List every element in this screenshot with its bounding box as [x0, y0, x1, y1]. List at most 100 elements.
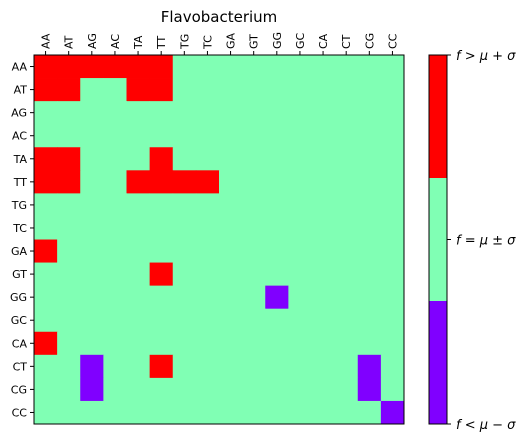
heatmap-cell-GA-GG — [265, 239, 289, 263]
heatmap-cell-AC-AC — [103, 124, 127, 148]
x-tick-label: TC — [201, 35, 214, 50]
x-tick-label: CG — [363, 33, 376, 49]
heatmap-cell-TG-CC — [380, 193, 405, 217]
heatmap-cell-GG-GC — [288, 285, 312, 310]
heatmap-cell-CT-GT — [242, 354, 266, 379]
heatmap-cell-GG-TG — [172, 285, 197, 310]
heatmap-cell-CT-CA — [311, 354, 336, 379]
heatmap-cell-AG-TA — [126, 101, 151, 125]
heatmap-cell-TT-CG — [357, 170, 382, 194]
heatmap-cell-AG-TT — [149, 101, 174, 125]
heatmap-cell-GC-AG — [80, 308, 104, 333]
heatmap-cell-TT-TA — [126, 170, 151, 194]
heatmap-cell-AC-AT — [57, 124, 81, 148]
heatmap-cell-GT-TA — [126, 262, 151, 287]
heatmap-cell-AA-AC — [103, 55, 127, 79]
colorbar-segment — [429, 178, 447, 302]
heatmap-cell-AC-TG — [172, 124, 197, 148]
heatmap-cell-AA-GC — [288, 55, 312, 79]
heatmap-cell-CA-TT — [149, 331, 174, 356]
heatmap-cell-TG-TT — [149, 193, 174, 217]
x-tick-label: GG — [271, 32, 284, 49]
heatmap-cell-AG-CA — [311, 101, 336, 125]
heatmap-cell-AG-GC — [288, 101, 312, 125]
heatmap-cell-TC-AC — [103, 216, 127, 240]
heatmap-cell-CA-GG — [265, 331, 289, 356]
heatmap-cell-CG-AT — [57, 377, 81, 402]
heatmap-cell-GG-AA — [34, 285, 58, 310]
heatmap-cell-AT-CC — [380, 78, 405, 102]
heatmap-cell-AC-CC — [380, 124, 405, 148]
heatmap-cell-AG-GT — [242, 101, 266, 125]
heatmap-cell-GC-GC — [288, 308, 312, 333]
chart-title: Flavobacterium — [161, 8, 278, 26]
heatmap-cell-AA-AT — [57, 55, 81, 79]
heatmap-cell-AC-AG — [80, 124, 104, 148]
heatmap-cell-GA-CT — [334, 239, 359, 263]
heatmap-cell-AA-CG — [357, 55, 382, 79]
heatmap-cell-TC-TC — [195, 216, 220, 240]
heatmap-cell-AT-AC — [103, 78, 127, 102]
heatmap-cell-CG-GA — [219, 377, 243, 402]
heatmap-cell-CT-TA — [126, 354, 151, 379]
heatmap-cell-AT-CA — [311, 78, 336, 102]
heatmap-cell-TA-CG — [357, 147, 382, 171]
heatmap-cell-AA-TT — [149, 55, 174, 79]
heatmap-cell-CC-TT — [149, 400, 174, 425]
heatmap-cell-CA-CC — [380, 331, 405, 356]
y-tick-label: CG — [11, 383, 27, 396]
heatmap-cell-AC-GA — [219, 124, 243, 148]
heatmap-cell-GC-CA — [311, 308, 336, 333]
heatmap-cell-TA-GA — [219, 147, 243, 171]
heatmap-cell-AC-CT — [334, 124, 359, 148]
x-tick-label: CT — [340, 34, 353, 49]
heatmap-cell-GT-GC — [288, 262, 312, 287]
heatmap-cell-CC-AT — [57, 400, 81, 425]
heatmap-cell-AA-AG — [80, 55, 104, 79]
y-tick-label: TA — [13, 153, 28, 166]
heatmap-cell-CC-GC — [288, 400, 312, 425]
y-tick-labels: AA AT AG AC TA TT TG TC GA GT GG GC CA CT CG CC — [10, 61, 34, 419]
y-tick-label: GT — [12, 268, 27, 281]
heatmap-cell-GC-CC — [380, 308, 405, 333]
heatmap-cell-GA-CG — [357, 239, 382, 263]
heatmap-cell-GG-CA — [311, 285, 336, 310]
heatmap-cell-AA-GG — [265, 55, 289, 79]
heatmap-cell-GG-AT — [57, 285, 81, 310]
heatmap-cell-GG-GG — [265, 285, 289, 310]
y-tick-label: CA — [12, 337, 28, 350]
heatmap-cell-GC-AC — [103, 308, 127, 333]
heatmap-cell-TG-GT — [242, 193, 266, 217]
heatmap-cell-AT-CT — [334, 78, 359, 102]
x-tick-label: TG — [178, 34, 191, 50]
heatmap-cell-GA-CA — [311, 239, 336, 263]
heatmap-cell-AG-TC — [195, 101, 220, 125]
heatmap-cell-TC-GG — [265, 216, 289, 240]
heatmap-cell-AT-CG — [357, 78, 382, 102]
heatmap-cell-TG-CT — [334, 193, 359, 217]
heatmap-cell-CT-GG — [265, 354, 289, 379]
heatmap-cell-CT-GC — [288, 354, 312, 379]
heatmap-cell-GT-AG — [80, 262, 104, 287]
heatmap-cell-GA-TC — [195, 239, 220, 263]
y-tick-label: GG — [10, 291, 27, 304]
heatmap-cell-TG-AT — [57, 193, 81, 217]
heatmap-cell-TA-TC — [195, 147, 220, 171]
heatmap-cell-GA-TT — [149, 239, 174, 263]
heatmap-cell-GT-GT — [242, 262, 266, 287]
y-tick-label: CC — [12, 406, 28, 419]
heatmap-cell-GT-TC — [195, 262, 220, 287]
heatmap-cell-AC-CG — [357, 124, 382, 148]
x-tick-label: GC — [294, 32, 307, 49]
heatmap-cell-TA-GC — [288, 147, 312, 171]
heatmap-cell-CA-CA — [311, 331, 336, 356]
heatmap-cell-GG-CC — [380, 285, 405, 310]
colorbar-segment — [429, 301, 447, 425]
heatmap-cell-TA-GT — [242, 147, 266, 171]
heatmap-cell-GA-GT — [242, 239, 266, 263]
heatmap-cell-AG-AT — [57, 101, 81, 125]
heatmap-cell-AT-TA — [126, 78, 151, 102]
heatmap-cell-AA-TC — [195, 55, 220, 79]
heatmap-cell-GG-TT — [149, 285, 174, 310]
